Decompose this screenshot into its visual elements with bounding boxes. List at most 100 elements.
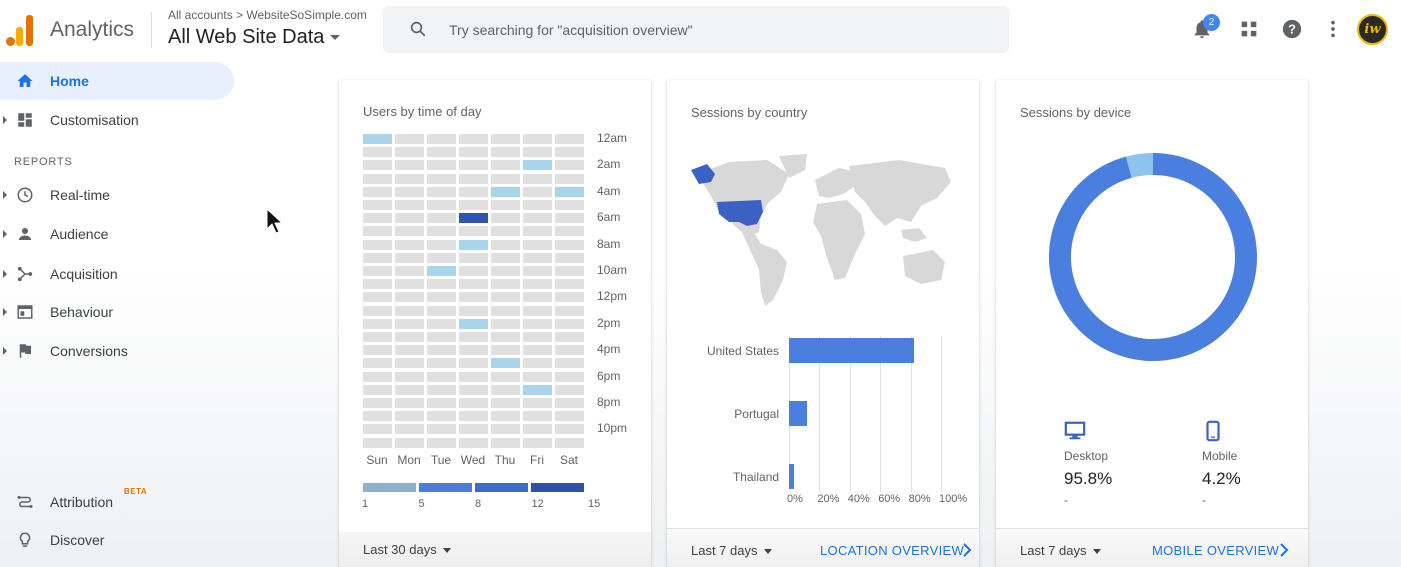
- sidebar-item-home[interactable]: Home: [0, 62, 234, 100]
- heatmap-cell[interactable]: [363, 134, 392, 144]
- heatmap-cell[interactable]: [491, 398, 520, 408]
- heatmap-cell[interactable]: [427, 305, 456, 316]
- heatmap-cell[interactable]: [395, 213, 424, 224]
- sidebar-item-realtime[interactable]: Real-time: [0, 176, 234, 214]
- heatmap-cell[interactable]: [555, 332, 584, 342]
- heatmap-cell[interactable]: [555, 345, 584, 356]
- heatmap-cell[interactable]: [523, 398, 552, 408]
- heatmap-cell[interactable]: [523, 147, 552, 158]
- heatmap-cell[interactable]: [523, 134, 552, 144]
- heatmap-cell[interactable]: [395, 371, 424, 382]
- heatmap-cell[interactable]: [427, 398, 456, 408]
- date-range-selector[interactable]: Last 7 days: [691, 543, 772, 558]
- heatmap-cell[interactable]: [523, 318, 552, 329]
- heatmap-cell[interactable]: [363, 358, 392, 369]
- heatmap-cell[interactable]: [427, 173, 456, 184]
- heatmap-cell[interactable]: [395, 173, 424, 184]
- heatmap-cell[interactable]: [427, 160, 456, 171]
- heatmap-cell[interactable]: [395, 332, 424, 342]
- heatmap-cell[interactable]: [555, 279, 584, 290]
- heatmap-cell[interactable]: [491, 305, 520, 316]
- search-bar[interactable]: [383, 6, 1009, 53]
- heatmap-cell[interactable]: [459, 332, 488, 342]
- heatmap-cell[interactable]: [363, 252, 392, 263]
- chevron-right-icon[interactable]: [1279, 543, 1289, 557]
- heatmap-cell[interactable]: [523, 358, 552, 369]
- heatmap-cell[interactable]: [491, 134, 520, 144]
- heatmap-cell[interactable]: [555, 398, 584, 408]
- heatmap-cell[interactable]: [523, 186, 552, 197]
- heatmap-cell[interactable]: [427, 411, 456, 422]
- heatmap-cell[interactable]: [395, 279, 424, 290]
- heatmap-cell[interactable]: [395, 252, 424, 263]
- heatmap-cell[interactable]: [459, 292, 488, 303]
- heatmap-cell[interactable]: [491, 411, 520, 422]
- heatmap-cell[interactable]: [555, 318, 584, 329]
- heatmap-cell[interactable]: [395, 384, 424, 395]
- date-range-selector[interactable]: Last 30 days: [363, 542, 451, 557]
- sidebar-item-behaviour[interactable]: Behaviour: [0, 293, 234, 331]
- heatmap-cell[interactable]: [459, 437, 488, 448]
- heatmap-cell[interactable]: [491, 186, 520, 197]
- heatmap-cell[interactable]: [427, 252, 456, 263]
- heatmap-cell[interactable]: [395, 200, 424, 210]
- heatmap-cell[interactable]: [555, 147, 584, 158]
- heatmap-cell[interactable]: [395, 437, 424, 448]
- heatmap-cell[interactable]: [427, 200, 456, 210]
- heatmap-cell[interactable]: [427, 292, 456, 303]
- heatmap-cell[interactable]: [491, 147, 520, 158]
- heatmap-cell[interactable]: [491, 279, 520, 290]
- app-title[interactable]: Analytics: [50, 18, 135, 41]
- heatmap-cell[interactable]: [523, 173, 552, 184]
- heatmap-cell[interactable]: [491, 292, 520, 303]
- heatmap-cell[interactable]: [363, 173, 392, 184]
- heatmap-cell[interactable]: [459, 411, 488, 422]
- country-bar[interactable]: [789, 464, 794, 489]
- heatmap-cell[interactable]: [555, 226, 584, 237]
- heatmap-cell[interactable]: [555, 239, 584, 250]
- heatmap-cell[interactable]: [523, 437, 552, 448]
- heatmap-cell[interactable]: [395, 305, 424, 316]
- heatmap-cell[interactable]: [363, 345, 392, 356]
- heatmap-cell[interactable]: [555, 160, 584, 171]
- heatmap-cell[interactable]: [459, 398, 488, 408]
- heatmap-cell[interactable]: [427, 332, 456, 342]
- heatmap-cell[interactable]: [555, 213, 584, 224]
- heatmap-cell[interactable]: [363, 384, 392, 395]
- sidebar-item-discover[interactable]: Discover: [0, 521, 234, 559]
- heatmap-cell[interactable]: [555, 200, 584, 210]
- heatmap-cell[interactable]: [427, 279, 456, 290]
- heatmap-cell[interactable]: [555, 371, 584, 382]
- heatmap-cell[interactable]: [363, 200, 392, 210]
- heatmap-cell[interactable]: [395, 358, 424, 369]
- date-range-selector[interactable]: Last 7 days: [1020, 543, 1101, 558]
- heatmap-cell[interactable]: [555, 305, 584, 316]
- heatmap-cell[interactable]: [555, 173, 584, 184]
- user-avatar[interactable]: iw: [1357, 14, 1388, 45]
- heatmap-cell[interactable]: [427, 345, 456, 356]
- heatmap-cell[interactable]: [555, 437, 584, 448]
- heatmap-cell[interactable]: [523, 305, 552, 316]
- heatmap-cell[interactable]: [491, 252, 520, 263]
- heatmap-cell[interactable]: [395, 424, 424, 435]
- heatmap-cell[interactable]: [363, 147, 392, 158]
- heatmap-cell[interactable]: [459, 213, 488, 224]
- heatmap-cell[interactable]: [491, 332, 520, 342]
- heatmap-cell[interactable]: [363, 398, 392, 408]
- more-vert-icon[interactable]: [1322, 18, 1344, 40]
- mobile-overview-link[interactable]: MOBILE OVERVIEW: [1152, 543, 1280, 558]
- account-breadcrumb[interactable]: All accounts > WebsiteSoSimple.com: [168, 8, 367, 22]
- heatmap-cell[interactable]: [427, 424, 456, 435]
- country-bar[interactable]: [789, 338, 914, 363]
- heatmap-cell[interactable]: [427, 266, 456, 276]
- heatmap-cell[interactable]: [459, 345, 488, 356]
- sidebar-item-acquisition[interactable]: Acquisition: [0, 255, 234, 293]
- heatmap-cell[interactable]: [459, 279, 488, 290]
- location-overview-link[interactable]: LOCATION OVERVIEW: [820, 543, 965, 558]
- heatmap-cell[interactable]: [395, 318, 424, 329]
- sidebar-item-customisation[interactable]: Customisation: [0, 101, 234, 139]
- heatmap-cell[interactable]: [523, 332, 552, 342]
- heatmap-cell[interactable]: [459, 186, 488, 197]
- sidebar-item-audience[interactable]: Audience: [0, 215, 234, 253]
- heatmap-cell[interactable]: [459, 226, 488, 237]
